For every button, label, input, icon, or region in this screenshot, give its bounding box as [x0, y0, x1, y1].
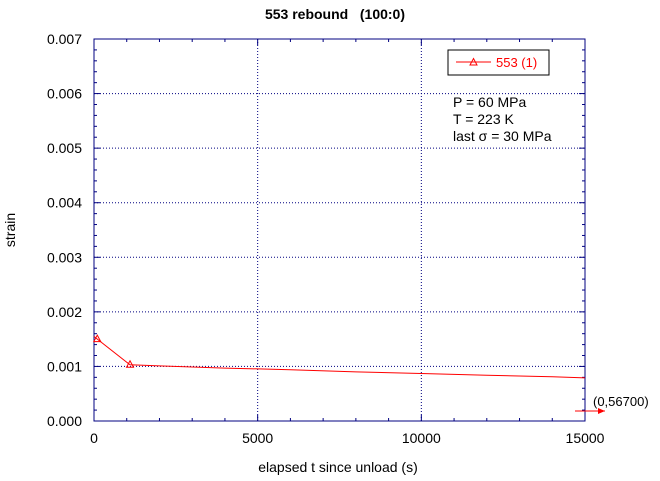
annotation-last-stress: last σ = 30 MPa [453, 128, 552, 144]
y-tick-label: 0.003 [47, 249, 82, 265]
offscale-label: (0,56700) [593, 394, 649, 409]
y-tick-label: 0.000 [47, 413, 82, 429]
y-tick-label: 0.006 [47, 86, 82, 102]
y-tick-label: 0.001 [47, 358, 82, 374]
axis-ticks [93, 38, 586, 422]
series-line [93, 336, 586, 379]
tick-labels: 0 5000 10000 15000 0.000 0.001 0.002 0.003 0.004… [47, 31, 605, 446]
series-point-triangle [125, 359, 135, 368]
annotation-block: P = 60 MPa T = 223 K last σ = 30 MPa [453, 94, 552, 144]
series-layer [92, 334, 586, 379]
chart-title: 553 rebound (100:0) [265, 6, 405, 22]
offscale-arrowhead-icon [598, 408, 605, 414]
x-tick-label: 0 [90, 430, 98, 446]
x-tick-label: 5000 [242, 430, 273, 446]
x-axis-label: elapsed t since unload (s) [258, 459, 418, 475]
series-point-triangle [92, 334, 102, 343]
y-axis-label: strain [2, 213, 18, 247]
plot-area-frame [93, 38, 586, 422]
y-tick-label: 0.007 [47, 31, 82, 47]
annotation-temperature: T = 223 K [453, 111, 515, 127]
y-tick-label: 0.005 [47, 140, 82, 156]
y-tick-label: 0.004 [47, 195, 82, 211]
x-tick-label: 10000 [402, 430, 441, 446]
offscale-point-indicator: (0,56700) [575, 394, 649, 414]
legend: 553 (1) [447, 49, 550, 76]
legend-triangle-icon [469, 57, 478, 66]
legend-label: 553 (1) [496, 55, 537, 70]
annotation-pressure: P = 60 MPa [453, 94, 527, 110]
x-tick-label: 15000 [566, 430, 605, 446]
legend-box [447, 49, 550, 76]
y-tick-label: 0.002 [47, 304, 82, 320]
